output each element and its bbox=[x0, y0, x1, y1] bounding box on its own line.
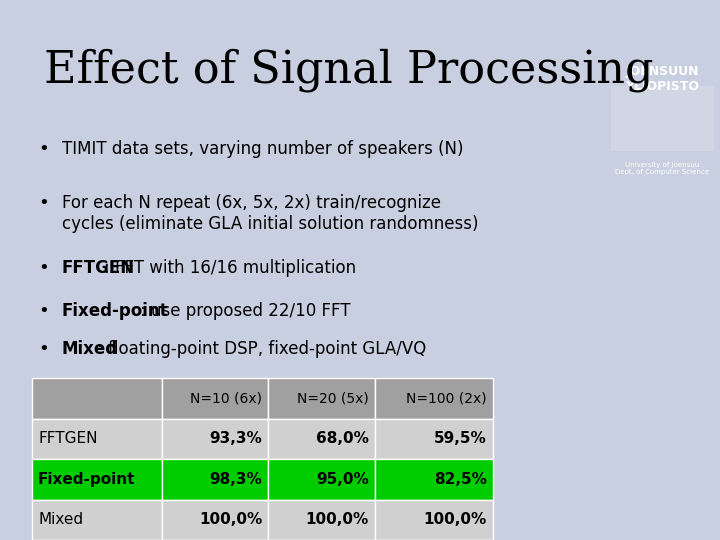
Text: : use proposed 22/10 FFT: : use proposed 22/10 FFT bbox=[140, 302, 350, 320]
Text: N=10 (6x): N=10 (6x) bbox=[190, 392, 262, 405]
Text: 95,0%: 95,0% bbox=[316, 472, 369, 487]
Text: 68,0%: 68,0% bbox=[316, 431, 369, 446]
Text: Mixed: Mixed bbox=[38, 512, 83, 527]
Text: 82,5%: 82,5% bbox=[434, 472, 487, 487]
Text: 100,0%: 100,0% bbox=[423, 512, 487, 527]
Bar bbox=[611, 86, 714, 151]
Bar bbox=[32, 500, 162, 540]
Text: Fixed-point: Fixed-point bbox=[62, 302, 168, 320]
Text: : FFT with 16/16 multiplication: : FFT with 16/16 multiplication bbox=[104, 259, 356, 277]
Text: 93,3%: 93,3% bbox=[210, 431, 262, 446]
Text: N=20 (5x): N=20 (5x) bbox=[297, 392, 369, 405]
Bar bbox=[162, 418, 269, 459]
Bar bbox=[374, 418, 492, 459]
Bar bbox=[32, 459, 162, 500]
Text: For each N repeat (6x, 5x, 2x) train/recognize
cycles (eliminate GLA initial sol: For each N repeat (6x, 5x, 2x) train/rec… bbox=[62, 194, 478, 233]
Bar bbox=[162, 378, 269, 419]
Text: •: • bbox=[38, 140, 49, 158]
Text: TIMIT data sets, varying number of speakers (N): TIMIT data sets, varying number of speak… bbox=[62, 140, 463, 158]
Bar bbox=[269, 378, 374, 419]
Text: FFTGEN: FFTGEN bbox=[62, 259, 135, 277]
Text: •: • bbox=[38, 302, 49, 320]
Bar bbox=[269, 418, 374, 459]
Text: 98,3%: 98,3% bbox=[210, 472, 262, 487]
Bar bbox=[269, 459, 374, 500]
Text: 100,0%: 100,0% bbox=[305, 512, 369, 527]
Text: •: • bbox=[38, 194, 49, 212]
Text: •: • bbox=[38, 340, 49, 358]
Bar bbox=[374, 378, 492, 419]
Text: Mixed: Mixed bbox=[62, 340, 118, 358]
Bar bbox=[162, 500, 269, 540]
Text: FFTGEN: FFTGEN bbox=[38, 431, 97, 446]
Bar bbox=[162, 459, 269, 500]
Bar bbox=[269, 500, 374, 540]
Text: N=100 (2x): N=100 (2x) bbox=[406, 392, 487, 405]
Bar bbox=[32, 418, 162, 459]
Text: •: • bbox=[38, 259, 49, 277]
Text: 100,0%: 100,0% bbox=[199, 512, 262, 527]
Bar bbox=[374, 459, 492, 500]
Text: JOENSUUN
YLIOPISTO: JOENSUUN YLIOPISTO bbox=[626, 65, 699, 93]
Bar bbox=[374, 500, 492, 540]
Text: 59,5%: 59,5% bbox=[434, 431, 487, 446]
Text: Fixed-point: Fixed-point bbox=[38, 472, 135, 487]
Text: University of Joensuu
Dept. of Computer Science: University of Joensuu Dept. of Computer … bbox=[616, 162, 709, 175]
Text: Effect of Signal Processing: Effect of Signal Processing bbox=[44, 49, 654, 92]
Text: : floating-point DSP, fixed-point GLA/VQ: : floating-point DSP, fixed-point GLA/VQ bbox=[97, 340, 426, 358]
Bar bbox=[32, 378, 162, 419]
